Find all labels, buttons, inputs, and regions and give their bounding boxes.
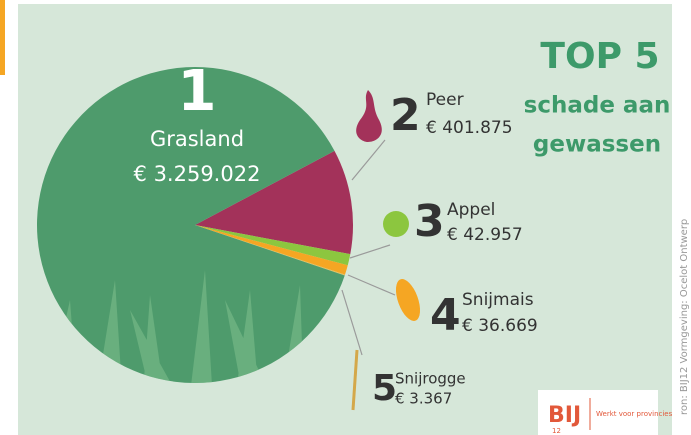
pear-icon [356,90,382,142]
category-label: Snijmais [462,290,534,310]
title: schade aan [524,93,671,119]
title: TOP 5 [540,36,659,77]
pie-slice [195,225,346,276]
source: ron: BIJ12 Vormgeving: Ocelot Ontwerp [679,219,690,415]
rank: 1 [178,59,217,124]
value-label: € 36.669 [462,316,538,336]
value-label: € 3.367 [395,390,452,408]
value-label: € 3.259.022 [134,162,261,186]
grass-decoration [40,270,340,383]
pie-slice [195,225,348,275]
category-label: Snijrogge [395,370,466,388]
edge-accent [0,0,5,75]
title: gewassen [533,132,661,158]
rank: 5 [372,368,397,409]
apple-icon [383,211,409,237]
rank: 2 [390,90,421,141]
category-label: Grasland [150,127,244,151]
category-label: Peer [426,90,464,110]
rye-icon [351,349,359,411]
logo-number: 12 [552,427,561,435]
logo-name: BIJ [548,403,581,428]
logo-box [538,390,658,435]
rank: 4 [430,290,461,341]
value-label: € 42.957 [447,225,523,245]
value-label: € 401.875 [426,118,513,138]
corn-icon [395,279,421,321]
pie-slice [195,150,353,255]
category-label: Appel [447,200,495,220]
rank: 3 [414,196,445,247]
leader-lines [341,139,396,356]
pie-slice [195,225,351,266]
logo-tagline: Werkt voor provincies [596,410,673,418]
